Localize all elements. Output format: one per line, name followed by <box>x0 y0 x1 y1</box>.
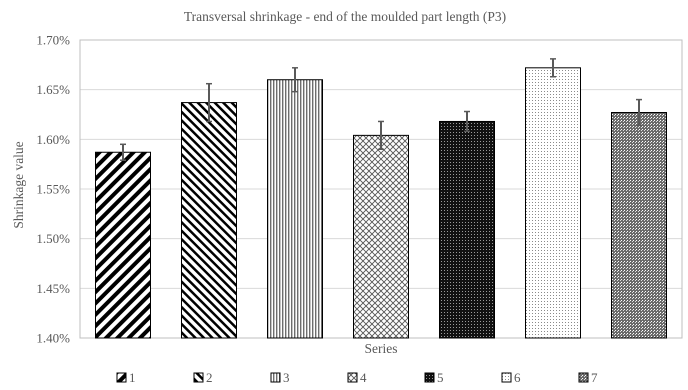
legend-swatch <box>578 372 589 383</box>
bar-1 <box>95 151 151 339</box>
x-axis-label: Series <box>365 341 398 356</box>
legend-label: 2 <box>206 370 213 385</box>
legend-item-4: 4 <box>347 370 367 385</box>
bar-5 <box>439 120 495 339</box>
error-bar-6 <box>550 58 556 78</box>
bar-2 <box>181 102 237 339</box>
legend-item-2: 2 <box>193 370 213 385</box>
y-tick-label: 1.65% <box>36 82 70 97</box>
bar-7 <box>611 112 667 339</box>
legend-item-1: 1 <box>116 370 136 385</box>
legend-swatch <box>501 372 512 383</box>
legend-swatch <box>347 372 358 383</box>
y-tick-label: 1.70% <box>36 33 70 48</box>
y-axis-label: Shrinkage value <box>11 141 26 228</box>
chart-title: Transversal shrinkage - end of the mould… <box>184 9 506 24</box>
bar-6 <box>525 67 581 339</box>
legend-item-6: 6 <box>501 370 521 385</box>
legend: 1 2 3 4 5 6 7 <box>116 370 598 385</box>
y-tick-label: 1.60% <box>36 132 70 147</box>
legend-swatch <box>424 372 435 383</box>
legend-label: 6 <box>514 370 521 385</box>
legend-label: 3 <box>283 370 290 385</box>
legend-swatch <box>193 372 204 383</box>
legend-label: 1 <box>129 370 136 385</box>
legend-label: 5 <box>437 370 444 385</box>
y-tick-label: 1.50% <box>36 231 70 246</box>
error-bar-4 <box>378 120 384 151</box>
legend-item-3: 3 <box>270 370 290 385</box>
legend-label: 7 <box>591 370 598 385</box>
y-axis-ticks: 1.40% 1.45% 1.50% 1.55% 1.60% 1.65% 1.70% <box>36 33 70 346</box>
legend-swatch <box>116 372 127 383</box>
legend-swatch <box>270 372 281 383</box>
legend-item-5: 5 <box>424 370 444 385</box>
error-bar-7 <box>636 98 642 127</box>
error-bar-5 <box>464 110 470 133</box>
bar-3 <box>267 79 323 339</box>
bars <box>95 67 667 339</box>
legend-item-7: 7 <box>578 370 598 385</box>
error-bar-3 <box>292 67 298 93</box>
bar-4 <box>353 134 409 339</box>
error-bars <box>120 58 642 161</box>
legend-label: 4 <box>360 370 367 385</box>
y-tick-label: 1.55% <box>36 182 70 197</box>
error-bar-2 <box>206 82 212 123</box>
error-bar-1 <box>120 143 126 161</box>
y-tick-label: 1.45% <box>36 281 70 296</box>
y-tick-label: 1.40% <box>36 331 70 346</box>
